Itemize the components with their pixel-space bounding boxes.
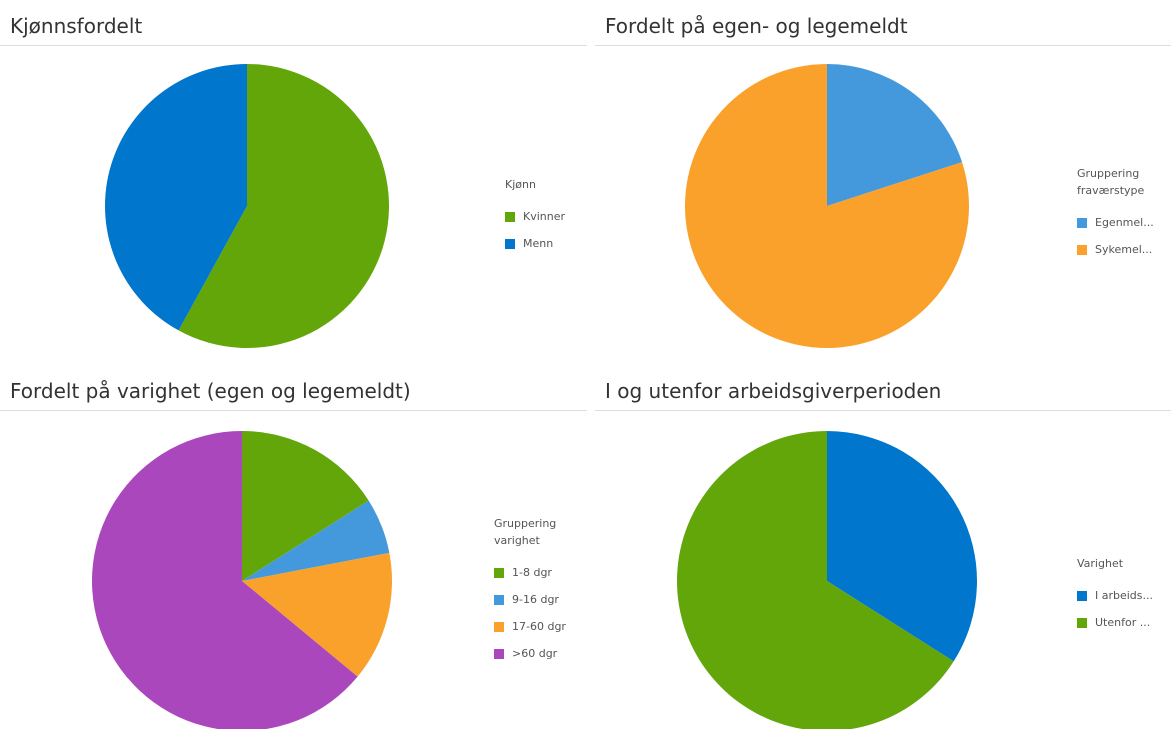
- chart-title: Kjønnsfordelt: [10, 14, 143, 38]
- legend-swatch: [1077, 590, 1087, 601]
- legend-title: Kjønn: [505, 178, 536, 191]
- legend-swatch: [494, 567, 504, 578]
- pie-slice: [178, 64, 389, 348]
- legend-swatch: [1077, 617, 1087, 628]
- legend: Gruppering varighet 1-8 dgr 9-16 dgr 17-60 …: [494, 515, 580, 667]
- legend-label: Menn: [523, 237, 554, 250]
- pie-chart: [684, 64, 969, 349]
- legend-swatch: [505, 211, 515, 222]
- legend-item: Egenmel...: [1077, 209, 1163, 236]
- legend-title: Gruppering fraværstype: [1077, 167, 1145, 197]
- title-rule: [0, 410, 587, 411]
- legend-label: Egenmel...: [1095, 216, 1154, 229]
- legend-label: Kvinner: [523, 210, 566, 223]
- pie-slice: [242, 500, 390, 581]
- legend-swatch: [494, 621, 504, 632]
- chart-panel: I og utenfor arbeidsgiverperioden Varighe…: [595, 365, 1171, 729]
- legend-swatch: [494, 648, 504, 659]
- pie-slice: [242, 431, 369, 581]
- pie-slice: [92, 431, 358, 729]
- legend-label: 17-60 dgr: [512, 620, 566, 633]
- legend-swatch: [1077, 217, 1087, 228]
- legend-item: 1-8 dgr: [494, 559, 580, 586]
- legend-swatch: [494, 594, 504, 605]
- pie-chart: [92, 431, 392, 729]
- legend-item: 9-16 dgr: [494, 586, 580, 613]
- legend-item: 17-60 dgr: [494, 613, 580, 640]
- title-rule: [0, 45, 587, 46]
- legend: Varighet I arbeids... Utenfor ...: [1077, 555, 1163, 636]
- chart-title: Fordelt på egen- og legemeldt: [605, 14, 908, 38]
- legend-swatch: [505, 238, 515, 249]
- legend-label: 9-16 dgr: [512, 593, 559, 606]
- pie-chart: [104, 64, 389, 348]
- chart-panel: Kjønnsfordelt Kjønn Kvinner Menn: [0, 0, 587, 364]
- title-rule: [595, 45, 1171, 46]
- pie-chart: [677, 431, 978, 729]
- chart-panel: Fordelt på varighet (egen og legemeldt) G…: [0, 365, 587, 729]
- legend-label: >60 dgr: [512, 647, 558, 660]
- legend-item: Menn: [505, 230, 587, 257]
- legend-label: Sykemel...: [1095, 243, 1153, 256]
- title-rule: [595, 410, 1171, 411]
- legend-swatch: [1077, 244, 1087, 255]
- chart-panel: Fordelt på egen- og legemeldt Gruppering …: [595, 0, 1171, 364]
- legend-title: Gruppering varighet: [494, 517, 557, 547]
- pie-slice: [242, 552, 392, 677]
- pie-slice: [827, 431, 978, 662]
- legend-item: Utenfor ...: [1077, 609, 1163, 636]
- pie-slice: [677, 431, 954, 729]
- chart-title: Fordelt på varighet (egen og legemeldt): [10, 379, 411, 403]
- legend-title: Varighet: [1077, 557, 1124, 570]
- legend-item: Kvinner: [505, 203, 587, 230]
- legend-label: I arbeids...: [1095, 589, 1154, 602]
- pie-slice: [104, 64, 248, 331]
- legend-item: I arbeids...: [1077, 582, 1163, 609]
- legend-label: Utenfor ...: [1095, 616, 1151, 629]
- legend-label: 1-8 dgr: [512, 566, 552, 579]
- pie-slice: [684, 64, 969, 349]
- legend-item: Sykemel...: [1077, 236, 1163, 263]
- legend: Gruppering fraværstype Egenmel... Sykemel.…: [1077, 165, 1163, 263]
- legend: Kjønn Kvinner Menn: [505, 176, 587, 257]
- legend-item: >60 dgr: [494, 640, 580, 667]
- pie-slice: [827, 64, 963, 206]
- chart-title: I og utenfor arbeidsgiverperioden: [605, 379, 942, 403]
